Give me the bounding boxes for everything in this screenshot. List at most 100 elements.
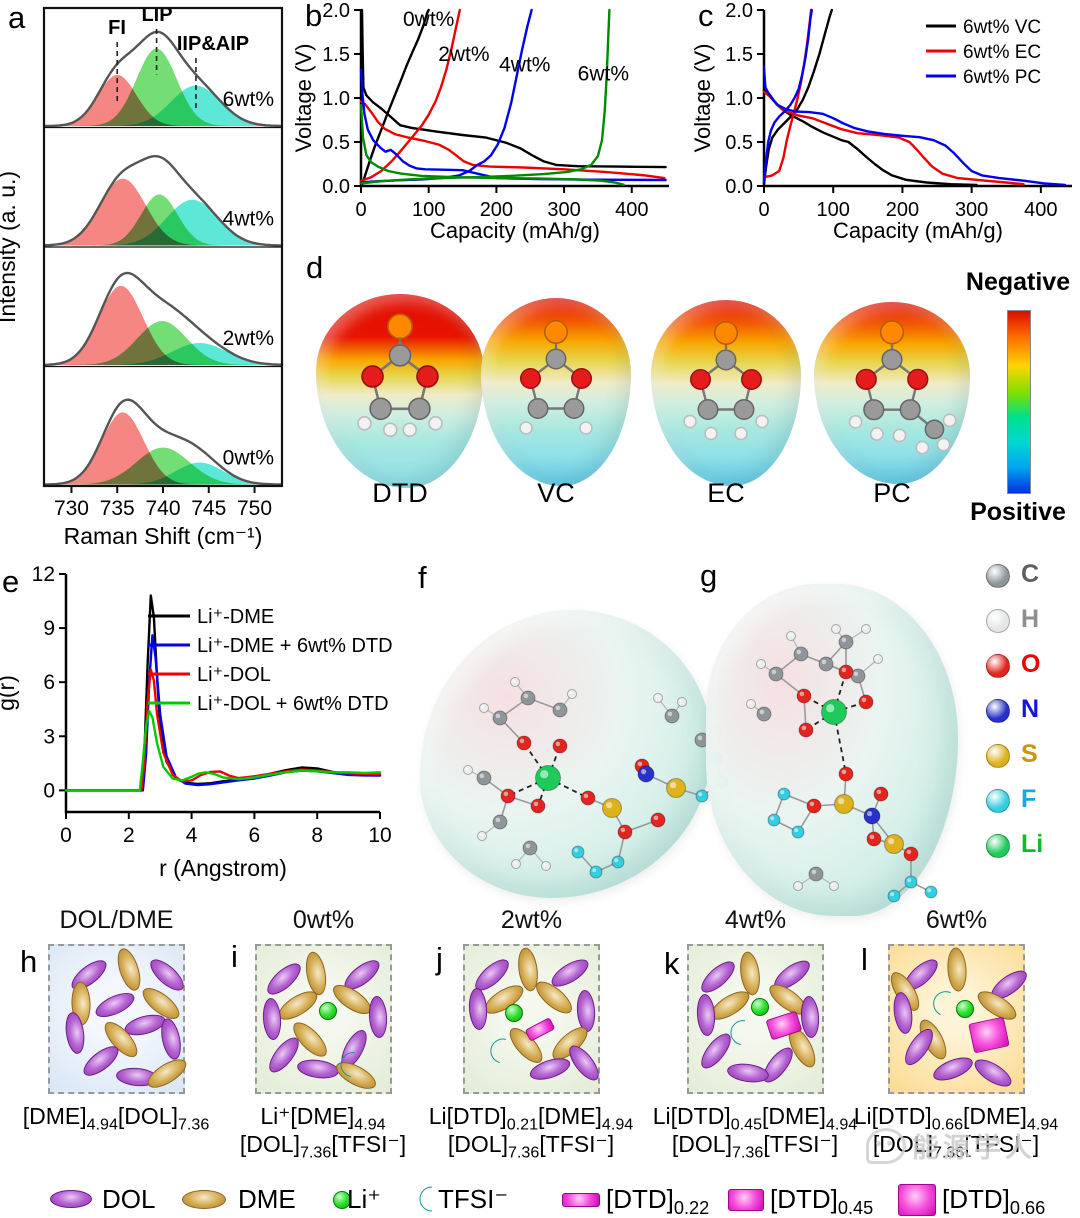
panel-label-h: h — [20, 944, 38, 979]
atom-highlight — [540, 770, 549, 779]
li-ion — [319, 1002, 337, 1020]
dtd-molecule — [562, 1193, 600, 1207]
series-6wt% EC discharge — [762, 90, 1025, 186]
li-atom — [821, 699, 847, 725]
atom-highlight — [794, 828, 799, 833]
atom-highlight — [826, 704, 835, 713]
hydrogen-atom — [357, 416, 372, 431]
f-atom — [791, 825, 805, 839]
f-atom — [887, 889, 901, 903]
h-atom — [677, 697, 687, 707]
h-atom — [746, 699, 756, 709]
dol-molecule — [261, 997, 283, 1041]
x-tick-label: 200 — [886, 199, 919, 221]
atom-highlight — [831, 883, 835, 887]
raman-fit-component-1 — [44, 447, 282, 485]
atom-sphere-S — [986, 744, 1010, 768]
molecule-skeleton-EC — [683, 321, 769, 441]
atom-highlight — [620, 827, 626, 833]
x-tick-label: 750 — [237, 497, 272, 520]
dol-molecule — [696, 956, 740, 998]
tfsi-crescent — [419, 1186, 433, 1212]
atom-highlight — [838, 798, 845, 805]
peak-label-1: LIP — [141, 4, 172, 26]
h-atom — [786, 631, 796, 641]
raman-series-label: 4wt% — [223, 208, 274, 231]
atom-symbol-S: S — [1021, 740, 1038, 768]
atom-highlight — [841, 769, 847, 775]
hydrogen-atom — [579, 421, 593, 435]
o-atom — [796, 688, 812, 704]
panel-f-solvation-cluster — [420, 610, 729, 898]
o-atom — [798, 722, 814, 738]
dol-molecule — [467, 987, 489, 1031]
hydrogen-atom — [942, 413, 957, 428]
atom-highlight — [533, 801, 539, 807]
series-0wt% discharge — [360, 8, 667, 169]
raman-envelope — [43, 30, 282, 128]
atom-highlight — [513, 861, 517, 865]
raman-subpanel-0wt%: 0wt% — [44, 398, 282, 486]
legend-label-Li⁺-DOL + 6wt% DTD: Li⁺-DOL + 6wt% DTD — [197, 693, 389, 715]
peak-label-2: IIP&AIP — [177, 33, 249, 55]
y-tick-label: 0.5 — [725, 132, 753, 154]
atom-symbol-H: H — [1021, 605, 1040, 633]
legend-label-dtd-s: [DTD]0.22 — [606, 1184, 710, 1218]
dol-molecule — [157, 1016, 185, 1062]
x-axis-title: Raman Shift (cm⁻¹) — [64, 523, 263, 549]
atom-highlight — [863, 626, 867, 630]
atom-highlight — [927, 888, 932, 893]
oxygen-atom — [571, 368, 592, 389]
y-axis-title: Voltage (V) — [692, 44, 715, 153]
n-atom — [637, 765, 655, 783]
solvation-title-k: 4wt% — [724, 906, 787, 934]
x-axis-title: Capacity (mAh/g) — [430, 218, 600, 243]
o-atom — [617, 824, 633, 840]
o-atom — [500, 788, 516, 804]
x-tick-label: 100 — [817, 199, 850, 221]
li-ion — [333, 1191, 351, 1209]
x-tick-label: 735 — [100, 497, 135, 520]
dol-molecule — [367, 995, 389, 1039]
formula-h: [DME]4.94[DOL]7.36 — [22, 1103, 210, 1134]
series-6wt% discharge — [359, 103, 625, 186]
atom-highlight — [875, 656, 879, 660]
f-atom — [611, 855, 625, 869]
oxygen-atom — [690, 369, 711, 390]
c-atom — [756, 706, 772, 722]
solvation-title-i: 0wt% — [292, 906, 355, 934]
o-atom — [838, 766, 854, 782]
f-atom — [904, 875, 918, 889]
legend-icon-dtd-l — [898, 1183, 944, 1216]
raman-fit-component-0 — [44, 75, 282, 126]
atom-highlight — [637, 761, 643, 767]
colorbar-positive-label: Positive — [970, 498, 1066, 526]
y-tick-label: 0.0 — [725, 176, 753, 198]
hydrogen-atom — [704, 426, 718, 441]
h-atom — [511, 859, 521, 869]
legend-label-dtd-m: [DTD]0.45 — [770, 1184, 874, 1218]
atom-highlight — [583, 793, 589, 799]
hydrogen-atom — [892, 428, 907, 443]
dol-molecule — [295, 1057, 341, 1081]
y-tick-label: 1.0 — [725, 88, 753, 110]
atom-highlight — [853, 671, 859, 677]
raman-fit-component-0 — [44, 285, 282, 365]
top-oxygen-atom — [879, 320, 905, 345]
legend-icon-li — [327, 1183, 373, 1215]
y-tick-label: 9 — [43, 617, 55, 640]
atom-highlight — [697, 735, 703, 741]
molecule-name-VC: VC — [537, 478, 575, 508]
coordination-dash — [507, 777, 549, 797]
oxygen-atom — [855, 368, 877, 390]
panel-g-solvation-cluster — [706, 584, 958, 916]
solvation-box-k — [687, 944, 824, 1094]
legend-icon-dtd-s — [562, 1183, 608, 1215]
o-atom — [858, 694, 874, 710]
hydrogen-atom — [915, 440, 930, 455]
formula-j: Li[DTD]0.21[DME]4.94 [DOL]7.36[TFSI⁻] — [428, 1103, 634, 1162]
carbon-atom — [388, 344, 412, 367]
atom-highlight — [869, 834, 875, 840]
esp-blob-EC — [651, 300, 801, 486]
oxygen-atom — [741, 369, 762, 390]
